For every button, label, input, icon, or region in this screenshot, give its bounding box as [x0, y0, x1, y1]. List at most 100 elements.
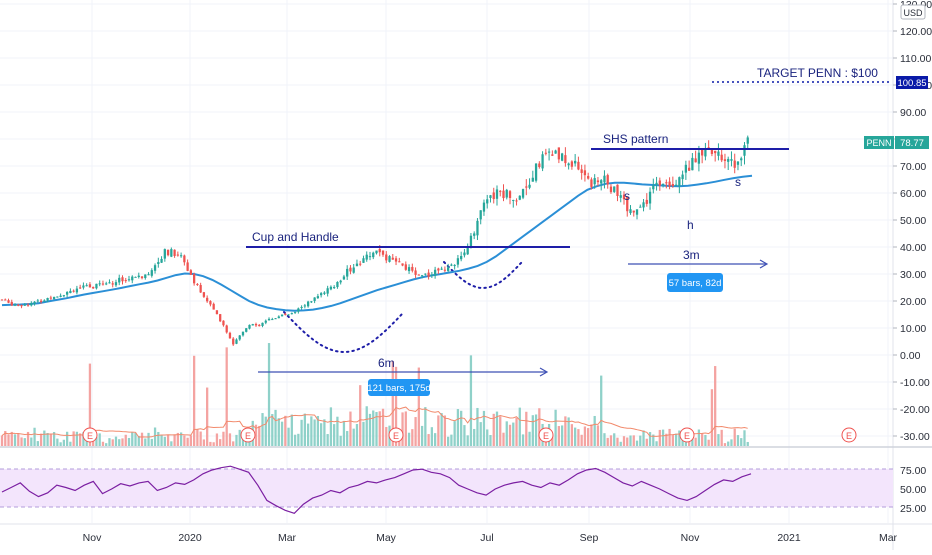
candle-body: [7, 300, 10, 303]
time-tick-label: Nov: [83, 532, 102, 544]
candle-body: [287, 314, 290, 316]
range-6m-badge: [368, 379, 430, 396]
time-axis[interactable]: Nov 2020 Mar May Jul Sep Nov 2021 Mar: [83, 532, 898, 544]
volume-bar: [740, 438, 743, 446]
volume-bar: [482, 410, 486, 446]
candle-body: [248, 324, 251, 329]
candle-body: [466, 247, 469, 255]
candle-body: [62, 295, 66, 297]
volume-bar: [23, 438, 26, 446]
earnings-marker[interactable]: E: [841, 427, 857, 443]
volume-bar: [323, 419, 326, 446]
candle-body: [258, 324, 261, 327]
candle-body: [339, 280, 342, 283]
candle-body: [391, 257, 394, 260]
volume-bar: [49, 433, 52, 446]
candle-body: [626, 196, 629, 212]
price-tick-label: 90.00: [900, 107, 926, 119]
candle-body: [222, 320, 225, 326]
volume-bar: [430, 427, 434, 446]
volume-bar: [391, 361, 394, 446]
volume-bar: [52, 431, 56, 446]
volume-bar: [310, 416, 313, 446]
volume-bar: [43, 430, 46, 446]
earnings-marker[interactable]: E: [388, 427, 404, 443]
volume-bar: [645, 438, 648, 446]
candle-body: [277, 316, 280, 319]
volume-bar: [746, 441, 749, 446]
candle-body: [241, 331, 245, 336]
ma-line[interactable]: [1, 174, 753, 312]
candle-body: [443, 269, 447, 271]
candle-body: [212, 303, 215, 310]
cup-handle-label[interactable]: Cup and Handle: [252, 230, 339, 244]
volume-bar: [525, 411, 528, 446]
candle-body: [499, 190, 502, 192]
candle-body: [730, 159, 733, 161]
candle-body: [56, 296, 59, 298]
time-tick-label: May: [376, 532, 397, 544]
volume-bar: [235, 434, 238, 446]
volume-bar: [163, 436, 166, 446]
candle-body: [720, 154, 723, 161]
candle-body: [127, 279, 131, 281]
volume-bar: [232, 441, 235, 446]
candle-body: [173, 249, 176, 256]
candle-body: [593, 178, 596, 185]
volume-bar: [502, 432, 505, 446]
target-price-tag: [896, 76, 928, 89]
earnings-marker[interactable]: E: [82, 427, 98, 443]
candle-body: [512, 199, 515, 201]
volume-bar: [267, 343, 271, 446]
volume-bar: [417, 367, 420, 446]
current-price-tag-text: 78.77: [900, 138, 924, 149]
earnings-marker[interactable]: E: [538, 427, 554, 443]
time-tick-label: Nov: [681, 532, 700, 544]
candle-body: [219, 314, 222, 322]
candle-body: [414, 270, 417, 275]
shs-pattern-label[interactable]: SHS pattern: [603, 132, 668, 146]
candle-body: [534, 163, 538, 181]
candle-body: [206, 297, 209, 302]
price-axis[interactable]: 130.00120.00110.00100.0090.0080.0070.006…: [893, 0, 932, 443]
volume-bar: [385, 427, 388, 446]
left-shoulder-label: s: [624, 189, 630, 203]
volume-bar: [531, 415, 534, 446]
range-3m-arrowhead: [759, 259, 769, 269]
volume-bar: [222, 431, 225, 446]
volume-bar: [4, 430, 7, 446]
volume-bar: [349, 411, 352, 446]
volume-bar: [518, 407, 521, 446]
volume-bar: [140, 432, 144, 446]
volume-bar: [534, 414, 538, 446]
currency-badge[interactable]: [900, 4, 926, 20]
candle-body: [88, 284, 92, 288]
candle-body: [746, 137, 749, 144]
volume-bar: [372, 410, 375, 446]
rsi-tick-label: 50.00: [900, 484, 926, 496]
volume-bar: [313, 419, 316, 446]
candle-body: [420, 275, 424, 277]
volume-bar: [538, 408, 541, 446]
earnings-marker[interactable]: E: [679, 427, 695, 443]
target-label[interactable]: TARGET PENN : $100: [757, 66, 878, 80]
volume-bar: [671, 434, 674, 446]
candle-body: [101, 283, 105, 285]
candle-body: [583, 170, 587, 176]
earnings-marker[interactable]: E: [240, 427, 256, 443]
volume-bar: [355, 423, 359, 446]
candle-body: [137, 275, 140, 278]
candle-body: [704, 149, 707, 157]
candle-body: [319, 293, 323, 296]
candle-body: [166, 249, 170, 256]
candle-body: [564, 155, 567, 164]
volume-bar: [254, 424, 258, 446]
candle-body: [160, 258, 163, 263]
volume-bar: [427, 434, 430, 446]
rsi-line[interactable]: [1, 465, 752, 514]
current-symbol-tag: [864, 136, 894, 149]
volume-ma-line: [1, 406, 748, 438]
earnings-marker-label: E: [684, 431, 690, 441]
